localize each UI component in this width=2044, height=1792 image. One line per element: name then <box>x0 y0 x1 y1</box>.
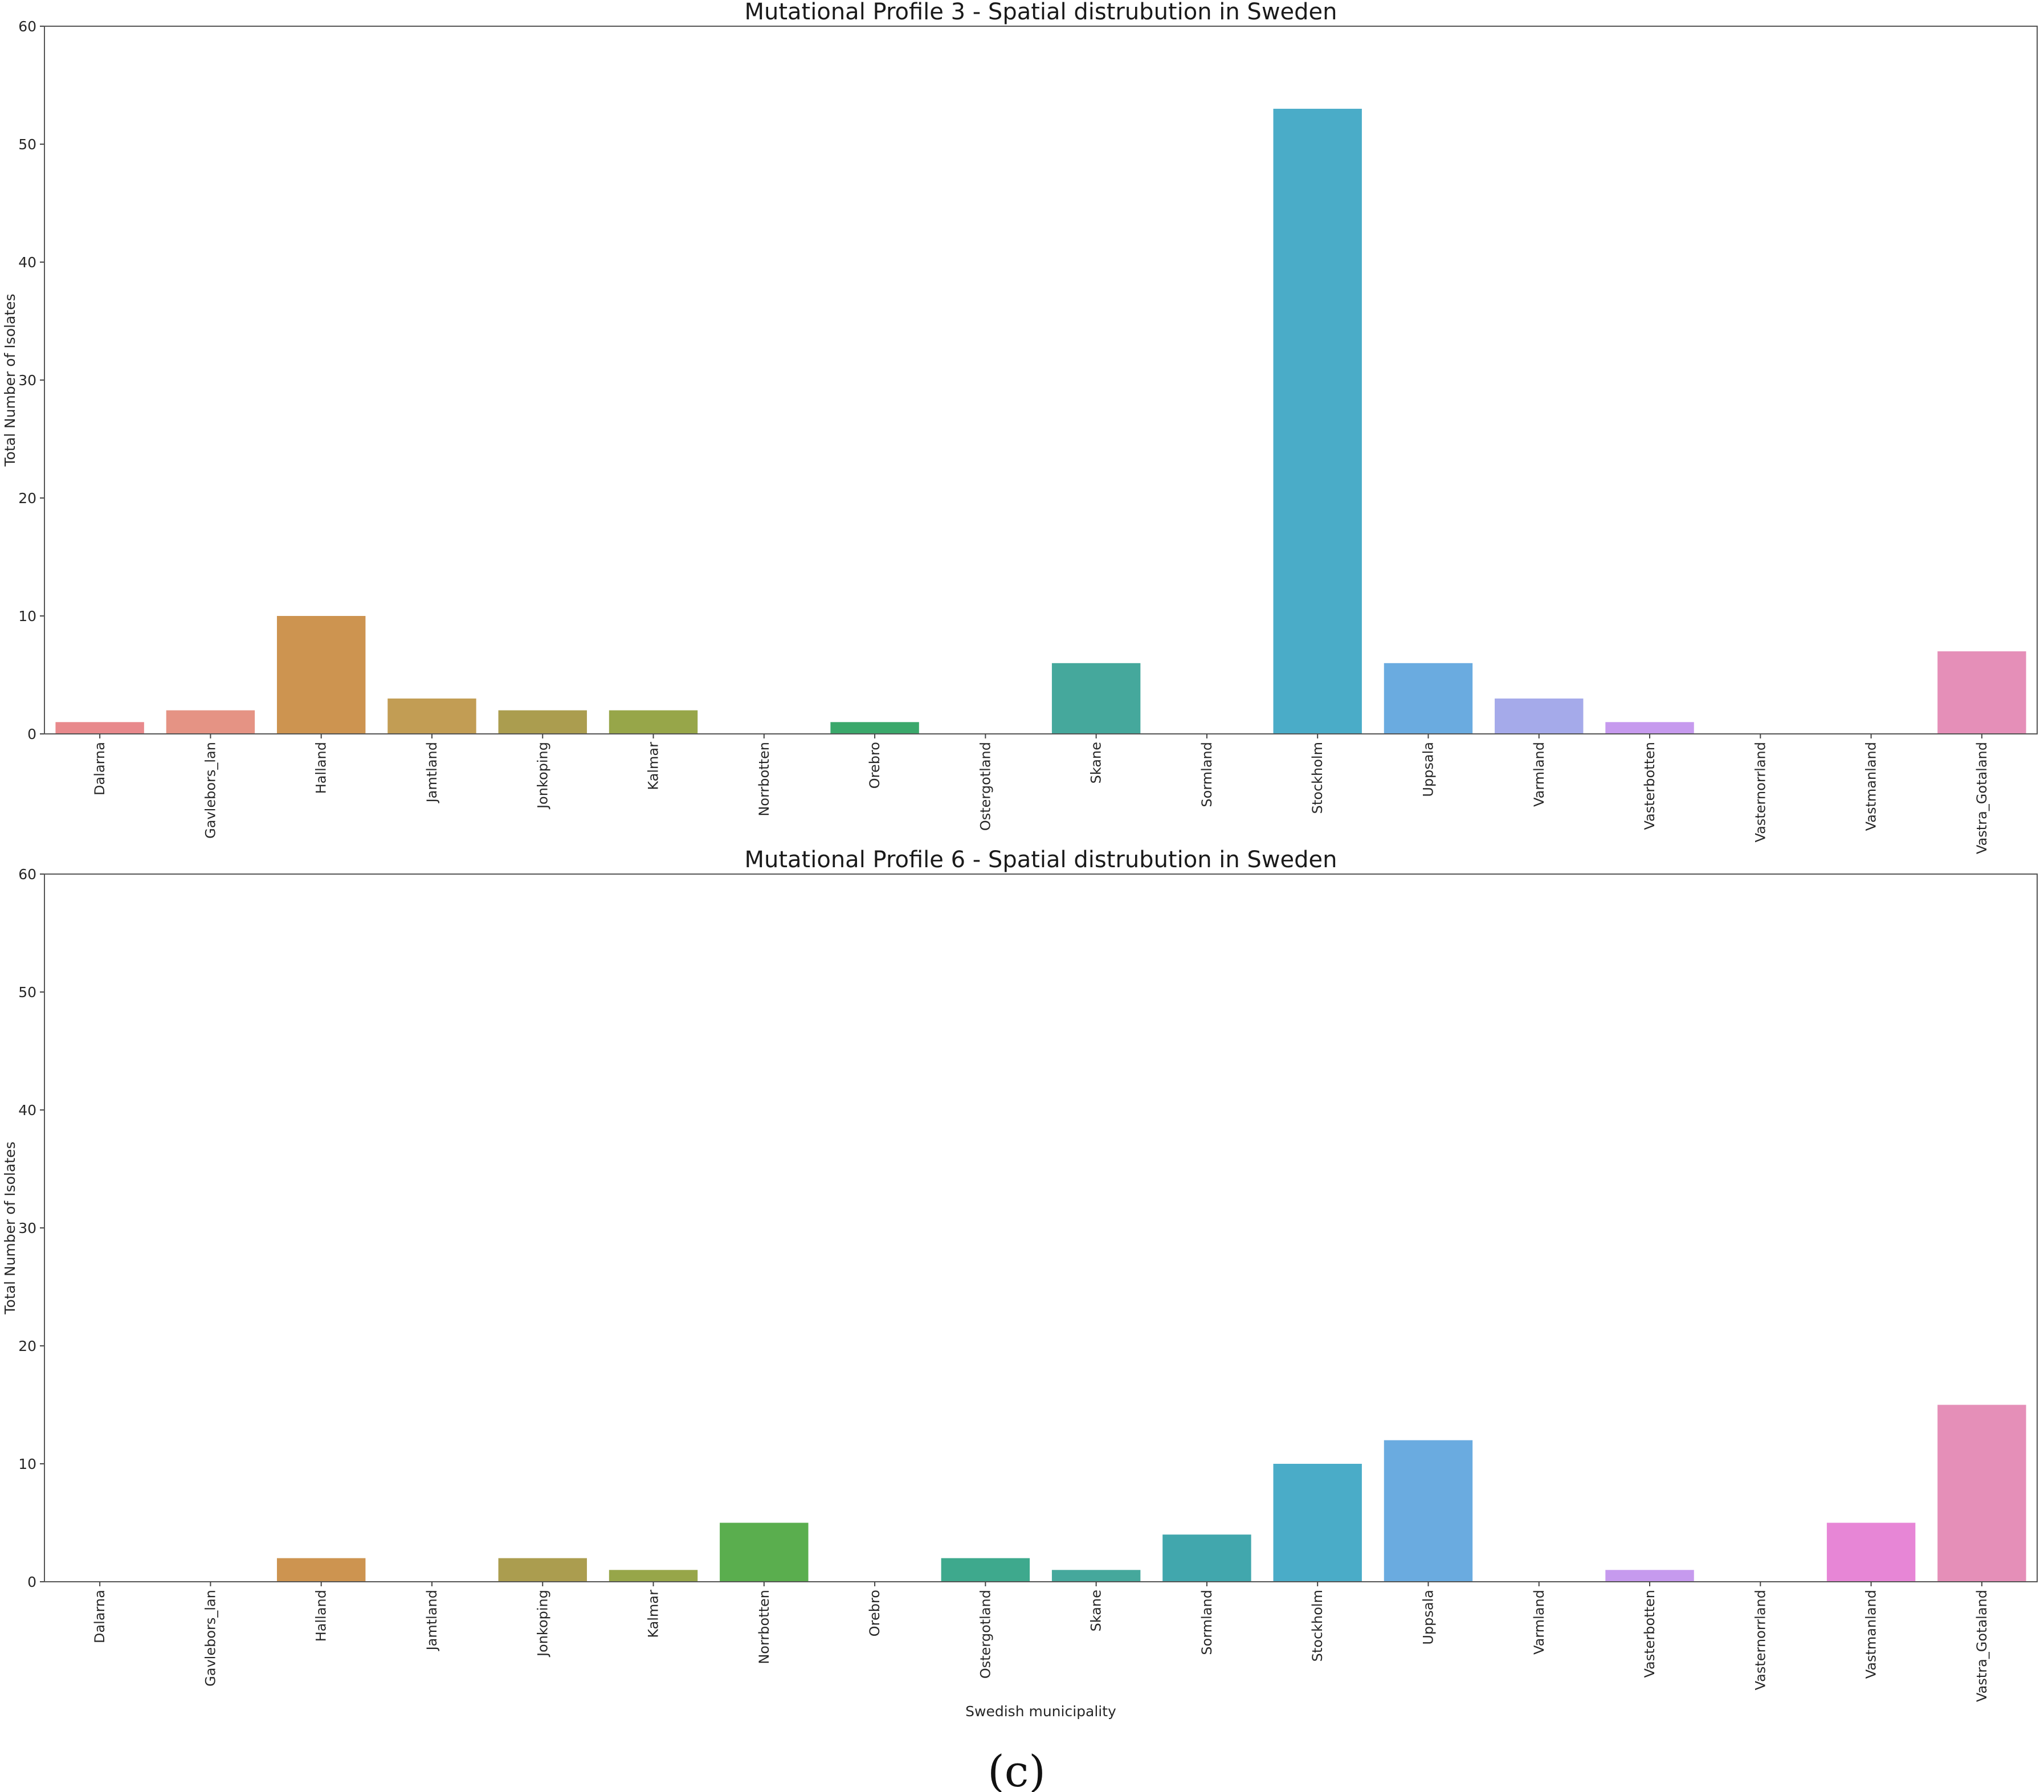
y-axis-label: Total Number of Isolates <box>2 294 18 467</box>
y-axis-label: Total Number of Isolates <box>2 1142 18 1315</box>
x-tick-label: Vasternorrland <box>1752 1590 1768 1690</box>
bar-skane <box>1051 663 1141 734</box>
x-tick-label: Stockholm <box>1309 1590 1325 1662</box>
y-tick-label: 10 <box>18 608 36 624</box>
bar-sormland <box>1162 1534 1251 1582</box>
y-tick-label: 20 <box>18 1338 36 1354</box>
bar-varmland <box>1495 698 1584 734</box>
x-tick-label: Skane <box>1088 742 1104 783</box>
x-tick-label: Dalarna <box>92 742 108 795</box>
y-tick-label: 60 <box>18 18 36 35</box>
y-tick-label: 0 <box>27 1574 36 1590</box>
x-tick-label: Gavlebors_lan <box>202 742 218 839</box>
y-tick-label: 20 <box>18 490 36 507</box>
x-tick-label: Vastmanland <box>1863 742 1879 831</box>
x-tick-label: Norrbotten <box>756 1590 772 1664</box>
bar-vastmanland <box>1826 1522 1916 1582</box>
y-tick-label: 40 <box>18 254 36 271</box>
x-tick-label: Vasterbotten <box>1642 742 1658 830</box>
bar-stockholm <box>1273 1464 1362 1582</box>
x-tick-label: Sormland <box>1199 1590 1215 1655</box>
x-tick-label: Kalmar <box>646 1590 662 1638</box>
bar-kalmar <box>609 1570 698 1582</box>
bar-dalarna <box>55 722 144 734</box>
bar-halland <box>276 1558 366 1582</box>
bar-jonkoping <box>498 1558 587 1582</box>
y-tick-label: 50 <box>18 984 36 1001</box>
chart-1: Mutational Profile 3 - Spatial distrubut… <box>2 0 2038 854</box>
y-tick-label: 30 <box>18 372 36 389</box>
x-tick-label: Stockholm <box>1309 742 1325 814</box>
x-tick-label: Jonkoping <box>535 742 550 810</box>
bar-halland <box>276 616 366 734</box>
x-tick-label: Vastra_Gotaland <box>1974 742 1990 854</box>
bar-vasterbotten <box>1605 722 1694 734</box>
bar-kalmar <box>609 710 698 734</box>
bar-skane <box>1051 1570 1141 1582</box>
bar-uppsala <box>1384 663 1473 734</box>
y-tick-label: 40 <box>18 1102 36 1119</box>
x-tick-label: Sormland <box>1199 742 1215 807</box>
x-tick-label: Gavlebors_lan <box>202 1590 218 1687</box>
x-tick-label: Uppsala <box>1420 742 1436 797</box>
bar-gavlebors_lan <box>166 710 255 734</box>
bar-jonkoping <box>498 710 587 734</box>
bar-uppsala <box>1384 1440 1473 1582</box>
plot-frame <box>44 873 2038 1582</box>
x-tick-label: Halland <box>313 1590 329 1642</box>
y-tick-label: 0 <box>27 726 36 742</box>
y-tick-label: 30 <box>18 1220 36 1236</box>
x-tick-label: Halland <box>313 742 329 794</box>
bar-jamtland <box>387 698 476 734</box>
chart-title: Mutational Profile 3 - Spatial distrubut… <box>745 0 1337 25</box>
y-tick-label: 60 <box>18 866 36 883</box>
bar-stockholm <box>1273 108 1362 734</box>
bar-orebro <box>830 722 919 734</box>
bar-vastra_gotaland <box>1937 1405 2026 1582</box>
x-tick-label: Vasternorrland <box>1752 742 1768 842</box>
x-tick-label: Jonkoping <box>535 1590 550 1658</box>
x-tick-label: Skane <box>1088 1590 1104 1631</box>
bar-vasterbotten <box>1605 1570 1694 1582</box>
x-tick-label: Kalmar <box>646 742 662 790</box>
x-tick-label: Dalarna <box>92 1590 108 1643</box>
bar-ostergotland <box>941 1558 1030 1582</box>
bar-vastra_gotaland <box>1937 651 2026 734</box>
bar-norrbotten <box>720 1522 809 1582</box>
x-tick-label: Varmland <box>1531 1590 1547 1655</box>
y-tick-label: 10 <box>18 1456 36 1472</box>
x-tick-label: Jamtland <box>424 1590 440 1651</box>
x-tick-label: Norrbotten <box>756 742 772 817</box>
x-tick-label: Vasterbotten <box>1642 1590 1658 1678</box>
x-tick-label: Orebro <box>867 742 883 789</box>
x-tick-label: Ostergotland <box>977 1590 993 1679</box>
chart-2: Mutational Profile 6 - Spatial distrubut… <box>2 847 2038 1720</box>
chart-title: Mutational Profile 6 - Spatial distrubut… <box>745 847 1337 873</box>
x-tick-label: Ostergotland <box>977 742 993 831</box>
y-tick-label: 50 <box>18 136 36 153</box>
x-tick-label: Varmland <box>1531 742 1547 807</box>
x-tick-label: Jamtland <box>424 742 440 803</box>
plot-frame <box>44 26 2038 734</box>
x-tick-label: Orebro <box>867 1590 883 1636</box>
x-tick-label: Uppsala <box>1420 1590 1436 1645</box>
figure-caption: (c) <box>988 1746 1046 1792</box>
x-tick-label: Vastra_Gotaland <box>1974 1590 1990 1702</box>
x-axis-label: Swedish municipality <box>965 1703 1116 1720</box>
x-tick-label: Vastmanland <box>1863 1590 1879 1679</box>
